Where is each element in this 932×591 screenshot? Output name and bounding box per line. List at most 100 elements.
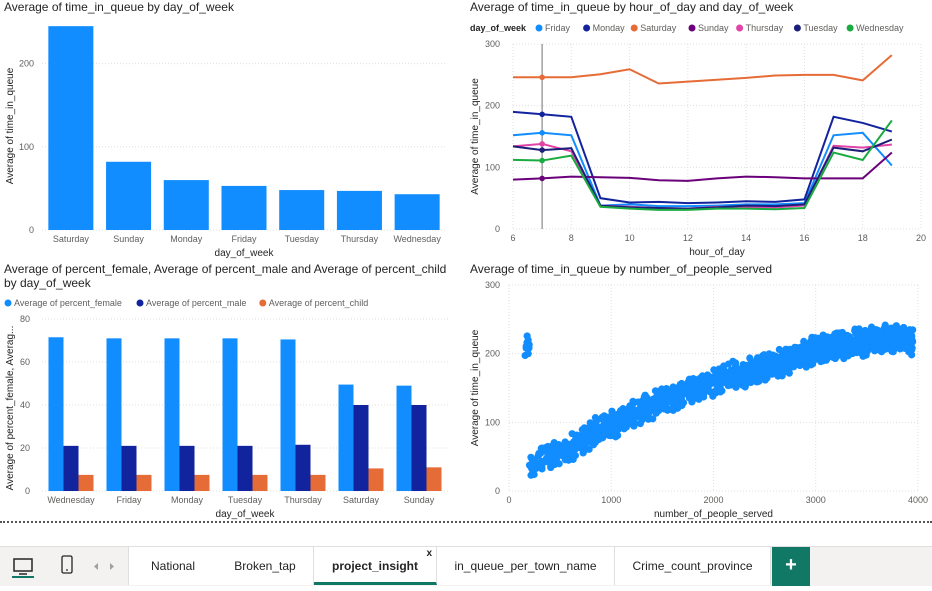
x-tick-label: Thursday [341, 234, 379, 244]
series-line [512, 110, 893, 205]
scatter-point [638, 416, 646, 424]
scatter-point [877, 345, 885, 353]
scatter-points [521, 321, 917, 479]
scatter-point [547, 463, 555, 472]
legend-marker [535, 24, 543, 32]
series-marker [539, 130, 545, 136]
y-tick-label: 100 [19, 142, 34, 152]
legend-label: Thursday [746, 23, 784, 33]
scatter-point [566, 442, 575, 450]
bar [295, 444, 311, 491]
tab-in-queue-per-town-name[interactable]: in_queue_per_town_name [437, 547, 615, 585]
x-tick-label: 8 [569, 233, 574, 243]
scatter-point [589, 435, 598, 443]
legend-label: Tuesday [803, 23, 838, 33]
bar [222, 338, 238, 491]
scatter-chart-time-in-queue-by-people[interactable]: Average of time_in_queue by number_of_pe… [466, 262, 932, 520]
x-tick-label: 18 [858, 233, 868, 243]
legend-label: Friday [545, 23, 571, 33]
report-canvas: Average of time_in_queue by day_of_week … [0, 0, 932, 520]
scatter-point [612, 433, 620, 441]
scatter-point [908, 346, 916, 354]
bar [194, 474, 210, 491]
x-tick-label: 20 [916, 233, 926, 243]
bar [78, 474, 94, 491]
tab-label: Broken_tap [234, 559, 296, 573]
y-tick-label: 80 [20, 314, 30, 324]
tab-label: Crime_count_province [632, 559, 753, 573]
chart-title: Average of time_in_queue by number_of_pe… [470, 262, 772, 276]
bar [336, 190, 382, 230]
tab-national[interactable]: National [128, 547, 218, 585]
scatter-point [724, 360, 733, 368]
x-tick-label: 3000 [806, 495, 826, 505]
x-tick-label: Monday [171, 495, 204, 505]
tab-project-insight[interactable]: project_insight x [314, 547, 437, 585]
scatter-point [700, 376, 708, 384]
bar-chart-time-in-queue-by-day[interactable]: Average of time_in_queue by day_of_week … [0, 0, 462, 262]
next-page-button[interactable] [104, 547, 120, 586]
tab-broken-tap[interactable]: Broken_tap [217, 547, 314, 585]
scatter-point [578, 441, 586, 450]
y-tick-label: 20 [20, 443, 30, 453]
scatter-point [523, 339, 531, 347]
scatter-point [781, 362, 789, 371]
scatter-point [795, 344, 803, 352]
mobile-view-button[interactable] [52, 547, 82, 586]
scatter-point [865, 329, 873, 337]
y-tick-label: 200 [19, 59, 34, 69]
scatter-point [537, 457, 546, 465]
scatter-point [831, 352, 839, 360]
scatter-point [857, 333, 865, 341]
scatter-point [578, 426, 586, 434]
bar [136, 474, 152, 491]
prev-page-button[interactable] [88, 547, 104, 586]
scatter-point [573, 431, 581, 439]
scatter-point [678, 401, 686, 410]
y-axis-title: Average of time_in_queue [5, 67, 16, 184]
legend-label: Average of percent_female [14, 298, 122, 308]
series-marker [539, 147, 545, 153]
scatter-point [628, 420, 636, 428]
bar [279, 190, 325, 230]
legend-marker [630, 24, 638, 32]
scatter-point [809, 335, 817, 343]
x-tick-label: Tuesday [228, 495, 263, 505]
scatter-point [708, 377, 716, 385]
scatter-point [828, 340, 836, 348]
line-chart-time-in-queue-by-hour[interactable]: Average of time_in_queue by hour_of_day … [466, 0, 932, 262]
scatter-point [888, 347, 896, 355]
scatter-point [584, 429, 592, 437]
scatter-point [842, 340, 850, 348]
close-tab-icon[interactable]: x [426, 548, 432, 559]
scatter-point [821, 353, 829, 361]
legend-marker [736, 24, 744, 32]
tab-label: National [150, 559, 196, 573]
y-tick-label: 0 [29, 225, 34, 235]
tab-crime-count-province[interactable]: Crime_count_province [615, 547, 771, 585]
scatter-point [862, 339, 870, 347]
add-page-button[interactable]: + [772, 547, 810, 586]
legend-marker [688, 24, 696, 32]
scatter-point [780, 356, 788, 364]
clustered-bar-chart-percentages[interactable]: Average of percent_female, Average of pe… [0, 262, 462, 520]
bar [396, 385, 412, 491]
x-tick-label: Wednesday [393, 234, 441, 244]
x-tick-label: 6 [510, 233, 515, 243]
scatter-point [774, 372, 782, 380]
scatter-point [732, 359, 740, 367]
desktop-view-button[interactable] [6, 547, 40, 586]
y-tick-label: 100 [485, 417, 500, 427]
scatter-point [608, 412, 616, 420]
bar [163, 180, 209, 230]
bar [280, 339, 296, 491]
x-tick-label: Tuesday [285, 234, 320, 244]
x-tick-label: 4000 [908, 495, 928, 505]
x-axis-title: day_of_week [215, 248, 275, 259]
scatter-point [823, 333, 831, 341]
series-marker [539, 74, 545, 81]
bar [310, 474, 326, 491]
y-axis-title: Average of percent_female, Averag... [5, 326, 16, 491]
scatter-point [557, 444, 565, 452]
